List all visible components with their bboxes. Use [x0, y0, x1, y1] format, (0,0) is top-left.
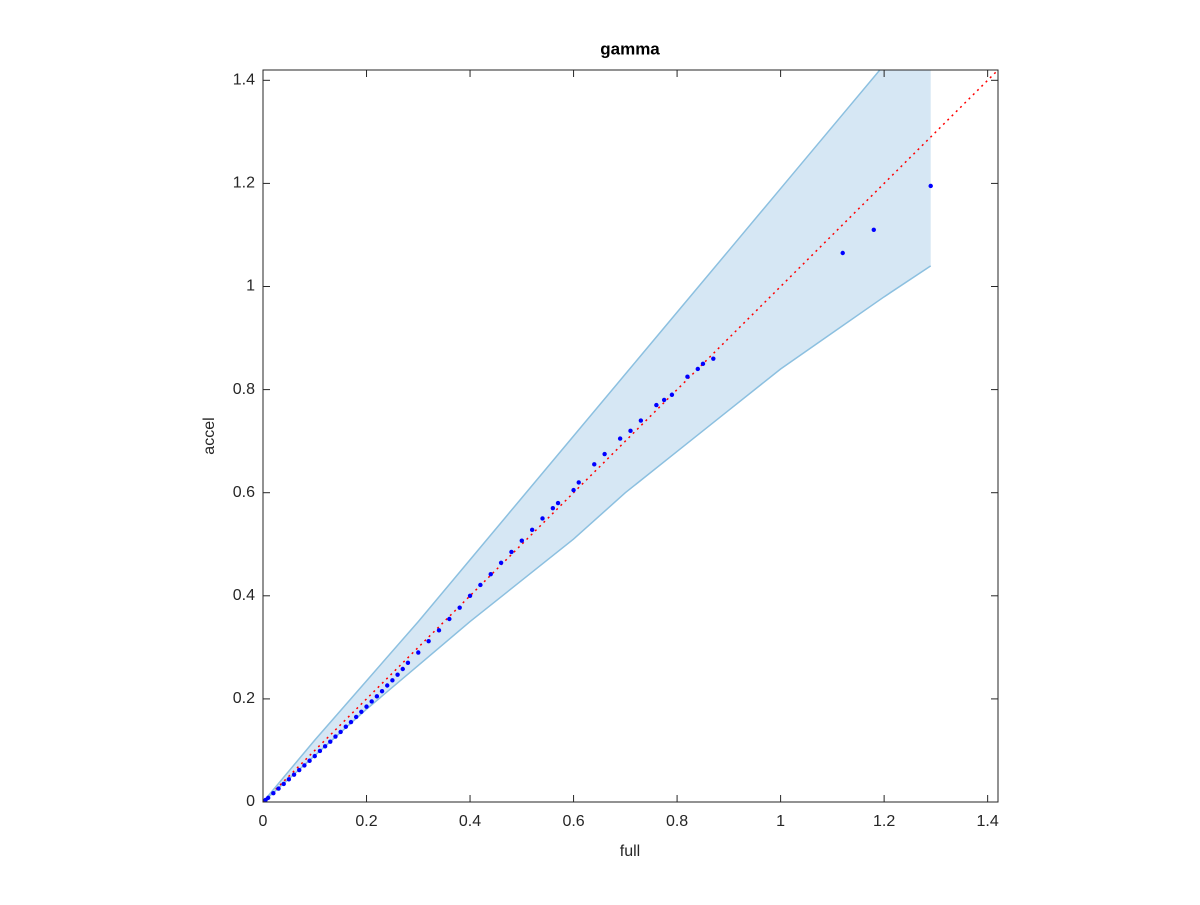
point — [385, 683, 390, 688]
point — [457, 605, 462, 610]
point — [291, 772, 297, 777]
band-area — [263, 70, 931, 802]
plot-area — [263, 70, 998, 802]
point — [369, 699, 374, 704]
point — [343, 724, 349, 729]
point — [333, 734, 338, 739]
x-tick-label: 0.6 — [562, 813, 584, 830]
point — [338, 729, 343, 735]
point — [638, 418, 644, 423]
point — [498, 560, 504, 566]
point — [307, 758, 312, 763]
y-tick-label: 1.2 — [233, 175, 255, 192]
y-tick-label: 0 — [246, 793, 255, 810]
point — [328, 739, 333, 744]
point — [602, 451, 607, 457]
point — [576, 480, 581, 485]
point — [302, 763, 307, 768]
point — [348, 719, 354, 725]
point — [695, 366, 700, 372]
point — [416, 650, 421, 655]
point — [529, 527, 535, 533]
point — [840, 250, 845, 256]
axes: 0 0.2 0.4 0.6 0.8 1 1.2 1.4 0 0.2 0.4 0.6 0.8 1 1.2 1.4 — [233, 69, 999, 830]
point — [436, 628, 442, 633]
point — [654, 402, 659, 408]
point — [322, 744, 328, 749]
point — [871, 227, 876, 233]
point — [540, 516, 545, 521]
point — [265, 795, 271, 801]
point — [592, 462, 597, 467]
point — [571, 487, 576, 493]
chart-title: gamma — [600, 39, 660, 58]
x-tick-label: 0 — [259, 813, 268, 830]
point — [628, 428, 633, 434]
x-tick-label: 0.4 — [459, 813, 481, 830]
x-tick-label: 0.8 — [666, 813, 688, 830]
point — [447, 616, 452, 622]
axes-box — [262, 69, 999, 803]
point — [478, 582, 483, 588]
y-tick-label: 0.4 — [233, 587, 255, 604]
point — [550, 505, 556, 511]
point — [700, 361, 706, 367]
point — [379, 688, 385, 694]
point — [488, 571, 493, 577]
point — [364, 704, 369, 709]
y-axis-label: accel — [201, 417, 218, 454]
reference-line — [263, 70, 998, 802]
point — [286, 777, 292, 782]
point — [711, 356, 716, 361]
x-tick-label: 1 — [776, 813, 785, 830]
point — [395, 672, 400, 677]
point — [276, 786, 281, 791]
point — [426, 638, 431, 644]
y-tick-label: 0.8 — [233, 381, 255, 398]
x-tick-label: 1.2 — [873, 813, 895, 830]
band-lower-edge — [263, 265, 932, 802]
point — [353, 714, 359, 720]
point — [669, 392, 675, 397]
point — [928, 183, 933, 189]
y-tick-label: 0.6 — [233, 484, 255, 501]
point — [271, 791, 276, 796]
point — [297, 767, 302, 773]
point — [390, 678, 395, 683]
point — [317, 748, 323, 754]
point — [467, 593, 473, 599]
point — [374, 694, 380, 699]
point — [519, 538, 525, 543]
x-axis-label: full — [620, 843, 640, 860]
point — [555, 500, 561, 506]
point — [617, 436, 623, 441]
point — [312, 753, 317, 759]
x-tick-label: 0.2 — [355, 813, 377, 830]
point — [685, 374, 690, 379]
point — [281, 781, 286, 787]
point — [405, 660, 411, 666]
y-tick-label: 0.2 — [233, 690, 255, 707]
band-upper-edge — [263, 70, 881, 802]
point — [509, 549, 514, 555]
point — [661, 397, 667, 403]
point — [359, 709, 364, 714]
y-tick-label: 1.4 — [233, 72, 255, 89]
point — [400, 666, 405, 672]
x-tick-label: 1.4 — [977, 813, 999, 830]
y-tick-label: 1 — [246, 278, 255, 295]
